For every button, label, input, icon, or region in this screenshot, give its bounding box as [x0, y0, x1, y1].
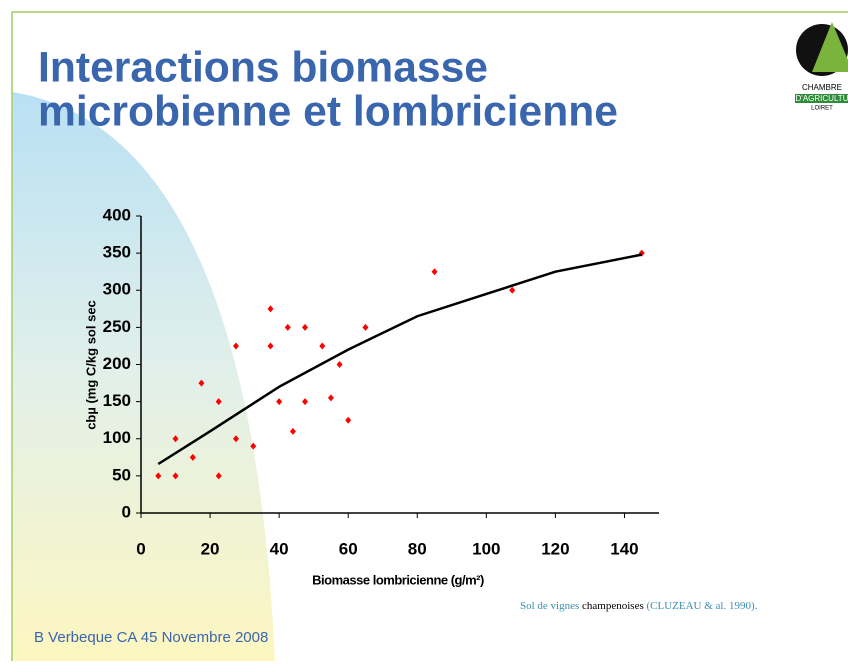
trend-line: [157, 253, 642, 466]
point: [267, 305, 274, 313]
point: [172, 472, 179, 480]
point: [155, 472, 162, 480]
source: Sol de vignes champenoises (CLUZEAU & al…: [520, 600, 758, 612]
y-tick-label: 350: [103, 243, 131, 262]
logo-text: CHAMBRE: [802, 83, 842, 92]
footer: B Verbeque CA 45 Novembre 2008: [34, 629, 268, 646]
logo-band: [795, 94, 848, 103]
frame: [11, 11, 848, 661]
logo-text: D'AGRICULTU: [796, 94, 848, 103]
point: [336, 361, 343, 368]
point: [345, 416, 352, 424]
x-tick-label: 40: [270, 539, 289, 558]
point: [327, 394, 334, 402]
point: [232, 342, 239, 350]
point: [189, 453, 196, 461]
y-tick-label: 100: [103, 428, 131, 447]
y-tick-label: 400: [103, 205, 131, 224]
point: [319, 342, 326, 350]
point: [172, 435, 179, 443]
point: [302, 398, 309, 406]
point: [284, 323, 291, 331]
x-tick-label: 0: [136, 539, 145, 558]
point: [215, 472, 222, 480]
logo-band: [795, 82, 848, 92]
point: [431, 268, 438, 276]
title: Interactions biomasse microbienne et lom…: [38, 43, 618, 135]
y-axis-label: cbµ (mg C/kg sol sec: [83, 300, 98, 430]
y-tick-label: 250: [103, 317, 131, 336]
title-line: Interactions biomasse: [38, 43, 488, 91]
y-tick-label: 0: [122, 502, 131, 521]
x-tick-label: 20: [201, 539, 220, 558]
logo: CHAMBRE D'AGRICULTU LOIRET: [795, 22, 848, 112]
x-tick-label: 140: [610, 539, 638, 558]
x-tick-label: 60: [339, 539, 358, 558]
point: [232, 435, 239, 443]
x-tick-label: 100: [472, 539, 500, 558]
source-part: Sol de vignes: [520, 600, 579, 612]
point: [509, 286, 516, 294]
point: [289, 427, 296, 435]
point: [302, 323, 309, 331]
y-tick-label: 200: [103, 354, 131, 373]
point: [267, 342, 274, 350]
title-line: microbienne et lombricienne: [38, 87, 618, 135]
point: [362, 323, 369, 331]
source-part: (CLUZEAU & al. 1990).: [646, 600, 757, 612]
x-tick-label: 120: [541, 539, 569, 558]
logo-text: LOIRET: [811, 106, 833, 112]
x-axis-label: Biomasse lombricienne (g/m²): [312, 572, 484, 587]
y-tick-label: 50: [112, 465, 131, 484]
logo-leaf: [812, 22, 848, 72]
point: [198, 379, 205, 387]
y-tick-label: 300: [103, 280, 131, 299]
point: [276, 398, 283, 406]
point: [250, 442, 257, 450]
x-tick-label: 80: [408, 539, 427, 558]
point: [215, 398, 222, 406]
decor-shape: [12, 92, 275, 661]
y-tick-label: 150: [103, 391, 131, 410]
source-part: champenoises: [582, 600, 644, 612]
